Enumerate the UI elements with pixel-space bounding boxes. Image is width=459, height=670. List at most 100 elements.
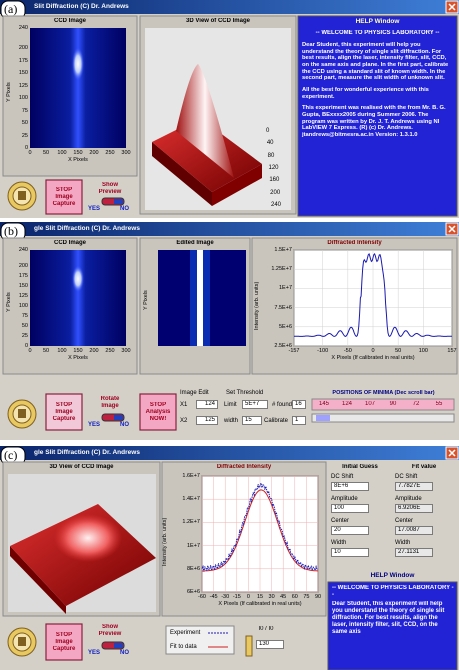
x-tick-label: 100	[54, 150, 70, 156]
panel-label: (c)	[4, 449, 17, 463]
x-tick-label: 100	[54, 348, 70, 354]
x-tick-label: 200	[86, 150, 102, 156]
button-label[interactable]: Capture	[46, 201, 82, 208]
x-tick-label: 200	[86, 348, 102, 354]
field-label: Center	[331, 518, 349, 525]
group-label: Image Edit	[180, 390, 209, 397]
button-label[interactable]: NOW!	[140, 416, 176, 423]
laser-spot	[72, 47, 84, 81]
panel-label: (a)	[4, 3, 17, 17]
y-tick-label: 1.25E+7	[262, 266, 292, 272]
input-field[interactable]: 125	[196, 416, 218, 425]
button-label[interactable]: Analysis	[140, 409, 176, 416]
button-label[interactable]: Image	[46, 194, 82, 201]
output-field: 7.7827E	[395, 482, 433, 491]
y-tick-label: 150	[5, 283, 28, 289]
label: Preview	[88, 631, 132, 638]
axis-title: Y Pixels	[6, 82, 12, 102]
label: # found	[272, 402, 292, 409]
toggle-knob	[114, 199, 123, 204]
y-tick-label: 1E+7	[262, 285, 292, 291]
input-field[interactable]: 15	[242, 416, 262, 425]
help-paragraph: All the best for wonderful experience wi…	[302, 87, 453, 100]
y-tick-label: 200	[5, 45, 28, 51]
toggle-label[interactable]: NO	[120, 206, 129, 213]
x-tick-label: -50	[340, 348, 356, 354]
logo	[18, 191, 26, 200]
group-label: Fit value	[393, 464, 455, 471]
input-field[interactable]: 20	[331, 526, 369, 535]
x-tick-label: 300	[118, 348, 134, 354]
toggle-label[interactable]: NO	[120, 650, 129, 657]
x-tick-label: 250	[102, 150, 118, 156]
button-label[interactable]: Image	[46, 639, 82, 646]
field-label: Center	[395, 518, 413, 525]
button-label[interactable]: STOP	[46, 632, 82, 639]
axis-tick-label: 40	[267, 140, 274, 147]
toggle-label[interactable]: YES	[88, 422, 100, 429]
toggle-knob	[114, 415, 123, 420]
field-label: I0 / I0	[246, 626, 286, 633]
y-tick-label: 50	[5, 323, 28, 329]
button-label[interactable]: STOP	[46, 402, 82, 409]
toggle-label[interactable]: NO	[120, 422, 129, 429]
label: Preview	[88, 189, 132, 196]
axis-title: X Pixels (If calibrated in real units)	[284, 355, 459, 361]
scrollbar	[312, 414, 454, 422]
input-field[interactable]: 5E+7	[242, 400, 268, 409]
axis-title: X Pixels	[30, 355, 126, 361]
x-tick-label: 250	[102, 348, 118, 354]
ccd-image	[30, 28, 126, 148]
y-tick-label: 1.6E+7	[170, 473, 200, 479]
button-label[interactable]: STOP	[140, 402, 176, 409]
help-text: Dear Student, this experiment will help …	[302, 42, 453, 144]
y-tick-label: 5E+6	[262, 324, 292, 330]
help-paragraph: Dear Student, this experiment will help …	[302, 42, 453, 82]
pane-heading: Diffracted Intensity	[252, 240, 457, 247]
logo	[18, 409, 26, 418]
help-heading: -- WELCOME TO PHYSICS LABORATORY --	[332, 585, 454, 599]
axis-title: Intensity (arb. units)	[254, 282, 260, 330]
toggle-knob	[114, 643, 123, 648]
input-field[interactable]: 130	[256, 640, 284, 649]
label: Show	[88, 624, 132, 631]
axis-tick-label: 240	[271, 202, 281, 209]
axis-tick-label: 80	[268, 153, 275, 160]
slider	[246, 636, 252, 656]
x-tick-label: 0	[22, 348, 38, 354]
minima-value: 107	[360, 401, 380, 408]
label: Rotate	[86, 396, 134, 403]
button-label[interactable]: Capture	[46, 416, 82, 423]
output-field: 27.1131	[395, 548, 433, 557]
panel-label: (b)	[4, 225, 18, 239]
y-tick-label: 1.5E+7	[262, 247, 292, 253]
input-field[interactable]: 124	[196, 400, 218, 409]
y-tick-label: 240	[5, 25, 28, 31]
minima-value: 124	[337, 401, 357, 408]
toggle-label[interactable]: YES	[88, 206, 100, 213]
button-label[interactable]: Image	[46, 409, 82, 416]
input-field[interactable]: 1	[292, 416, 306, 425]
pane-heading: 3D View of CCD Image	[140, 18, 296, 25]
button-label[interactable]: Capture	[46, 646, 82, 653]
pane-heading: Diffracted Intensity	[162, 464, 326, 471]
logo	[18, 637, 26, 646]
label: X2	[180, 418, 187, 425]
input-field[interactable]: 10	[331, 548, 369, 557]
output-field: 6.9206E	[395, 504, 433, 513]
field-label: Width	[395, 540, 410, 547]
button-label[interactable]: STOP	[46, 187, 82, 194]
x-tick-label: 150	[70, 348, 86, 354]
label: Limit	[224, 402, 237, 409]
x-tick-label: 0	[22, 150, 38, 156]
output-field: 17.0087	[395, 526, 433, 535]
input-field[interactable]: 100	[331, 504, 369, 513]
toggle-label[interactable]: YES	[88, 650, 100, 657]
group-label: POSITIONS OF MINIMA (Dec scroll bar)	[310, 390, 457, 396]
x-tick-label: 50	[38, 150, 54, 156]
y-tick-label: 1.2E+7	[170, 519, 200, 525]
window-title: Slit Diffraction (C) Dr. Andrews	[34, 3, 129, 10]
y-tick-label: 175	[5, 58, 28, 64]
input-field[interactable]: 8E+6	[331, 482, 369, 491]
y-tick-label: 25	[5, 333, 28, 339]
